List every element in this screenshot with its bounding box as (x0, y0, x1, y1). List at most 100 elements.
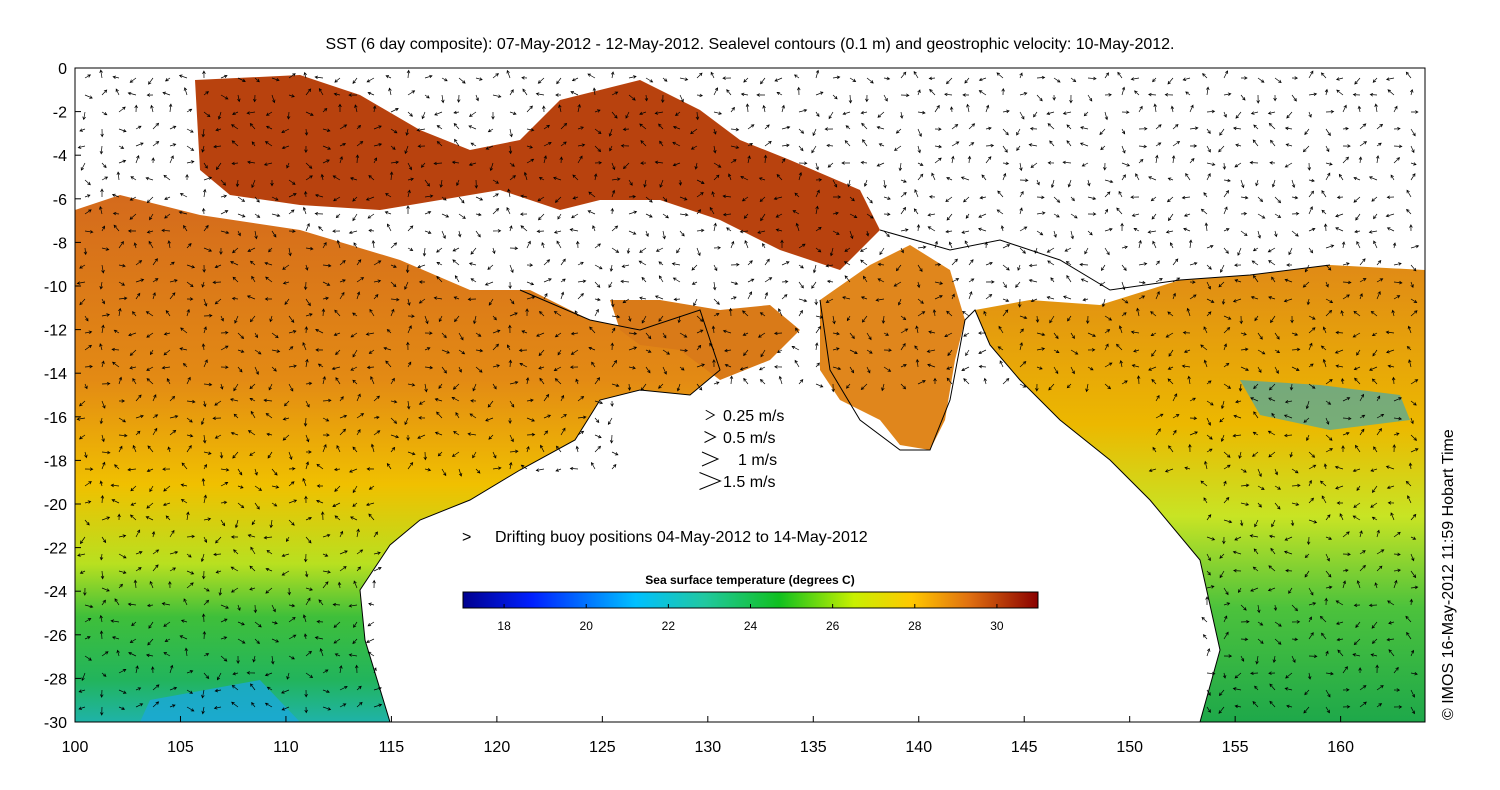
velocity-arrow (1251, 260, 1259, 266)
velocity-arrow (1406, 345, 1412, 351)
velocity-arrow (1410, 570, 1417, 579)
velocity-arrow (509, 128, 513, 138)
velocity-arrow (1252, 431, 1259, 436)
velocity-arrow (407, 400, 411, 410)
velocity-arrow (367, 213, 375, 219)
velocity-arrow (1155, 428, 1161, 436)
velocity-arrow (452, 247, 460, 252)
velocity-arrow (128, 332, 137, 337)
velocity-arrow (1308, 227, 1316, 232)
velocity-arrow (201, 128, 206, 138)
velocity-arrow (542, 105, 546, 113)
velocity-arrow (315, 193, 324, 198)
velocity-arrow (101, 298, 105, 305)
velocity-arrow (180, 327, 188, 334)
velocity-arrow (83, 247, 88, 256)
velocity-arrow (1001, 87, 1005, 96)
velocity-arrow (949, 106, 954, 113)
velocity-arrow (1371, 638, 1378, 644)
velocity-arrow (288, 179, 296, 185)
velocity-arrow (1254, 519, 1259, 528)
velocity-arrow (713, 246, 722, 250)
velocity-arrow (146, 366, 154, 371)
velocity-arrow (152, 258, 158, 266)
velocity-arrow (1335, 213, 1344, 218)
velocity-arrow (679, 94, 684, 103)
velocity-arrow (1308, 206, 1313, 215)
velocity-arrow (1147, 230, 1157, 234)
velocity-arrow (730, 262, 740, 267)
velocity-arrow (269, 519, 273, 529)
velocity-arrow (230, 261, 239, 266)
velocity-arrow (914, 189, 919, 198)
velocity-arrow (1321, 495, 1327, 504)
velocity-arrow (1200, 480, 1208, 487)
velocity-arrow (1291, 620, 1301, 624)
velocity-arrow (186, 670, 194, 674)
velocity-arrow (643, 179, 647, 188)
velocity-arrow (815, 362, 820, 368)
velocity-arrow (645, 230, 649, 238)
velocity-arrow (558, 104, 562, 113)
velocity-arrow (740, 92, 749, 97)
velocity-arrow (263, 162, 273, 166)
velocity-arrow (1335, 600, 1344, 606)
velocity-arrow (352, 349, 358, 358)
velocity-arrow (84, 481, 92, 487)
velocity-arrow (232, 671, 239, 676)
velocity-arrow (713, 87, 719, 96)
velocity-arrow (1342, 104, 1347, 113)
velocity-arrow (1359, 685, 1367, 691)
velocity-arrow (441, 230, 446, 239)
velocity-arrow (610, 342, 615, 351)
velocity-arrow (317, 363, 324, 368)
velocity-arrow (764, 291, 769, 300)
velocity-arrow (1080, 126, 1089, 130)
velocity-arrow (304, 128, 309, 136)
velocity-arrow (814, 298, 818, 306)
velocity-arrow (304, 706, 308, 714)
velocity-arrow (492, 229, 502, 233)
velocity-arrow (1353, 196, 1361, 203)
velocity-arrow (491, 112, 495, 120)
velocity-arrow (917, 245, 927, 249)
velocity-arrow (339, 260, 346, 266)
velocity-arrow (336, 445, 341, 453)
velocity-arrow (356, 291, 361, 300)
velocity-arrow (849, 230, 854, 240)
velocity-arrow (152, 564, 159, 572)
velocity-arrow (237, 638, 246, 644)
velocity-arrow (1232, 298, 1242, 303)
velocity-arrow (1410, 553, 1415, 562)
velocity-arrow (84, 194, 91, 198)
velocity-arrow (220, 315, 224, 322)
velocity-arrow (99, 145, 104, 155)
velocity-arrow (1167, 366, 1174, 370)
velocity-arrow (129, 366, 137, 370)
velocity-arrow (1206, 536, 1216, 541)
velocity-arrow (1273, 94, 1277, 102)
velocity-arrow (894, 145, 902, 151)
velocity-arrow (965, 349, 970, 357)
velocity-arrow (186, 434, 194, 438)
velocity-arrow (441, 213, 450, 218)
velocity-arrow (519, 212, 528, 216)
velocity-arrow (352, 312, 358, 317)
velocity-arrow (183, 224, 188, 232)
velocity-arrow (469, 413, 477, 419)
velocity-arrow (509, 434, 514, 443)
velocity-arrow (1387, 600, 1395, 606)
velocity-arrow (314, 211, 324, 216)
velocity-arrow (1252, 566, 1259, 572)
velocity-arrow (492, 247, 496, 255)
velocity-arrow (543, 278, 552, 283)
velocity-arrow (201, 145, 205, 153)
velocity-arrow (713, 298, 720, 305)
velocity-arrow (237, 196, 246, 202)
velocity-arrow (79, 536, 86, 545)
velocity-arrow (621, 264, 630, 268)
velocity-arrow (169, 395, 176, 402)
velocity-arrow (1308, 92, 1318, 96)
coastlines (359, 229, 1331, 722)
velocity-arrow (201, 281, 205, 288)
